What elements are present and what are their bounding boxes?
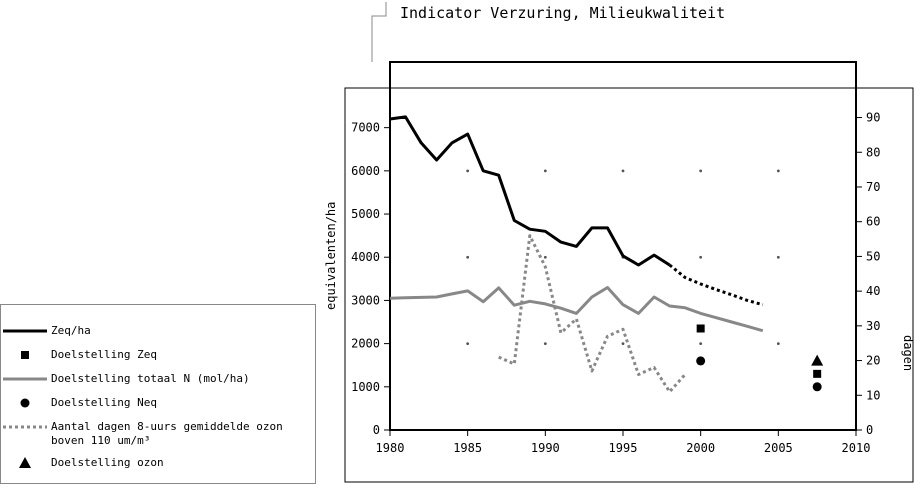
chart-frame [344, 87, 914, 483]
legend-symbol-circle [20, 398, 30, 408]
y-tick-label: 4000 [351, 250, 380, 264]
chart-title: Indicator Verzuring, Milieukwaliteit [400, 4, 726, 22]
grid-dot [621, 169, 625, 173]
legend-label: Aantal dagen 8-uurs gemiddelde ozon [51, 420, 283, 433]
legend-item: Doelstelling ozon [1, 453, 317, 473]
legend-label: Doelstelling ozon [51, 456, 164, 469]
grid-dot [621, 342, 625, 346]
y-tick-label: 1000 [351, 380, 380, 394]
x-tick-label: 1985 [453, 441, 482, 455]
legend-symbol-dotted-gray [3, 425, 47, 429]
x-tick-label: 1990 [531, 441, 560, 455]
y-axis-label: equivalenten/ha [324, 202, 338, 310]
y-tick-label: 7000 [351, 121, 380, 135]
grid-dot [776, 342, 780, 346]
series-line-2 [389, 286, 764, 333]
legend: Zeq/ha Doelstelling Zeq Doelstelling totaa… [0, 304, 316, 484]
y2-tick-label: 70 [866, 180, 880, 194]
y2-tick-label: 90 [866, 111, 880, 125]
series-line-0 [389, 115, 671, 267]
legend-symbol-line-gray [3, 377, 47, 381]
grid-dot [543, 169, 547, 173]
grid-dot [699, 169, 703, 173]
legend-label: Doelstelling Neq [51, 396, 157, 409]
grid-dot [776, 255, 780, 259]
y2-tick-label: 20 [866, 354, 880, 368]
y-tick-label: 5000 [351, 207, 380, 221]
legend-triangle-icon [19, 457, 31, 468]
x-tick-label: 1980 [376, 441, 405, 455]
legend-label: Doelstelling totaal N (mol/ha) [51, 372, 250, 385]
legend-label-line2: boven 110 um/m³ [51, 434, 151, 447]
plot-area [389, 61, 857, 431]
y2-axis-label: dagen [901, 335, 915, 371]
title-bracket [371, 2, 387, 62]
legend-item: Zeq/ha [1, 321, 317, 341]
legend-item: Aantal dagen 8-uurs gemiddelde ozon boven… [1, 417, 317, 447]
legend-item: Doelstelling Zeq [1, 345, 317, 365]
x-tick-label: 2010 [842, 441, 871, 455]
target-circle-marker [812, 382, 822, 392]
target-square-marker [696, 324, 705, 333]
legend-circle-icon [20, 398, 30, 408]
target-triangle-marker [811, 354, 824, 366]
y2-tick-label: 0 [866, 423, 873, 437]
y-tick-label: 3000 [351, 293, 380, 307]
grid-dot [699, 255, 703, 259]
x-tick-label: 1995 [609, 441, 638, 455]
y2-tick-label: 60 [866, 215, 880, 229]
y2-tick-label: 50 [866, 249, 880, 263]
grid-dot [543, 255, 547, 259]
series-line-1 [668, 263, 764, 307]
x-tick-label: 2000 [686, 441, 715, 455]
series-line-3 [498, 234, 687, 394]
legend-symbol-line-black [3, 329, 47, 333]
y2-tick-label: 40 [866, 284, 880, 298]
legend-square-icon [21, 351, 29, 359]
y-tick-label: 0 [373, 423, 380, 437]
x-tick-label: 2005 [764, 441, 793, 455]
y2-tick-label: 80 [866, 145, 880, 159]
legend-label: Doelstelling Zeq [51, 348, 157, 361]
grid-dot [466, 255, 470, 259]
grid-dot [776, 169, 780, 173]
grid-dot [466, 169, 470, 173]
y-tick-label: 6000 [351, 164, 380, 178]
legend-label: Zeq/ha [51, 324, 91, 337]
legend-item: Doelstelling Neq [1, 393, 317, 413]
legend-symbol-square [21, 351, 29, 359]
grid-dot [466, 342, 470, 346]
target-square-marker [813, 369, 822, 378]
grid-dot [543, 342, 547, 346]
y-tick-label: 2000 [351, 337, 380, 351]
grid-dot [699, 342, 703, 346]
legend-item: Doelstelling totaal N (mol/ha) [1, 369, 317, 389]
y2-tick-label: 10 [866, 388, 880, 402]
y2-tick-label: 30 [866, 319, 880, 333]
legend-symbol-triangle [19, 457, 31, 468]
target-circle-marker [696, 356, 706, 366]
